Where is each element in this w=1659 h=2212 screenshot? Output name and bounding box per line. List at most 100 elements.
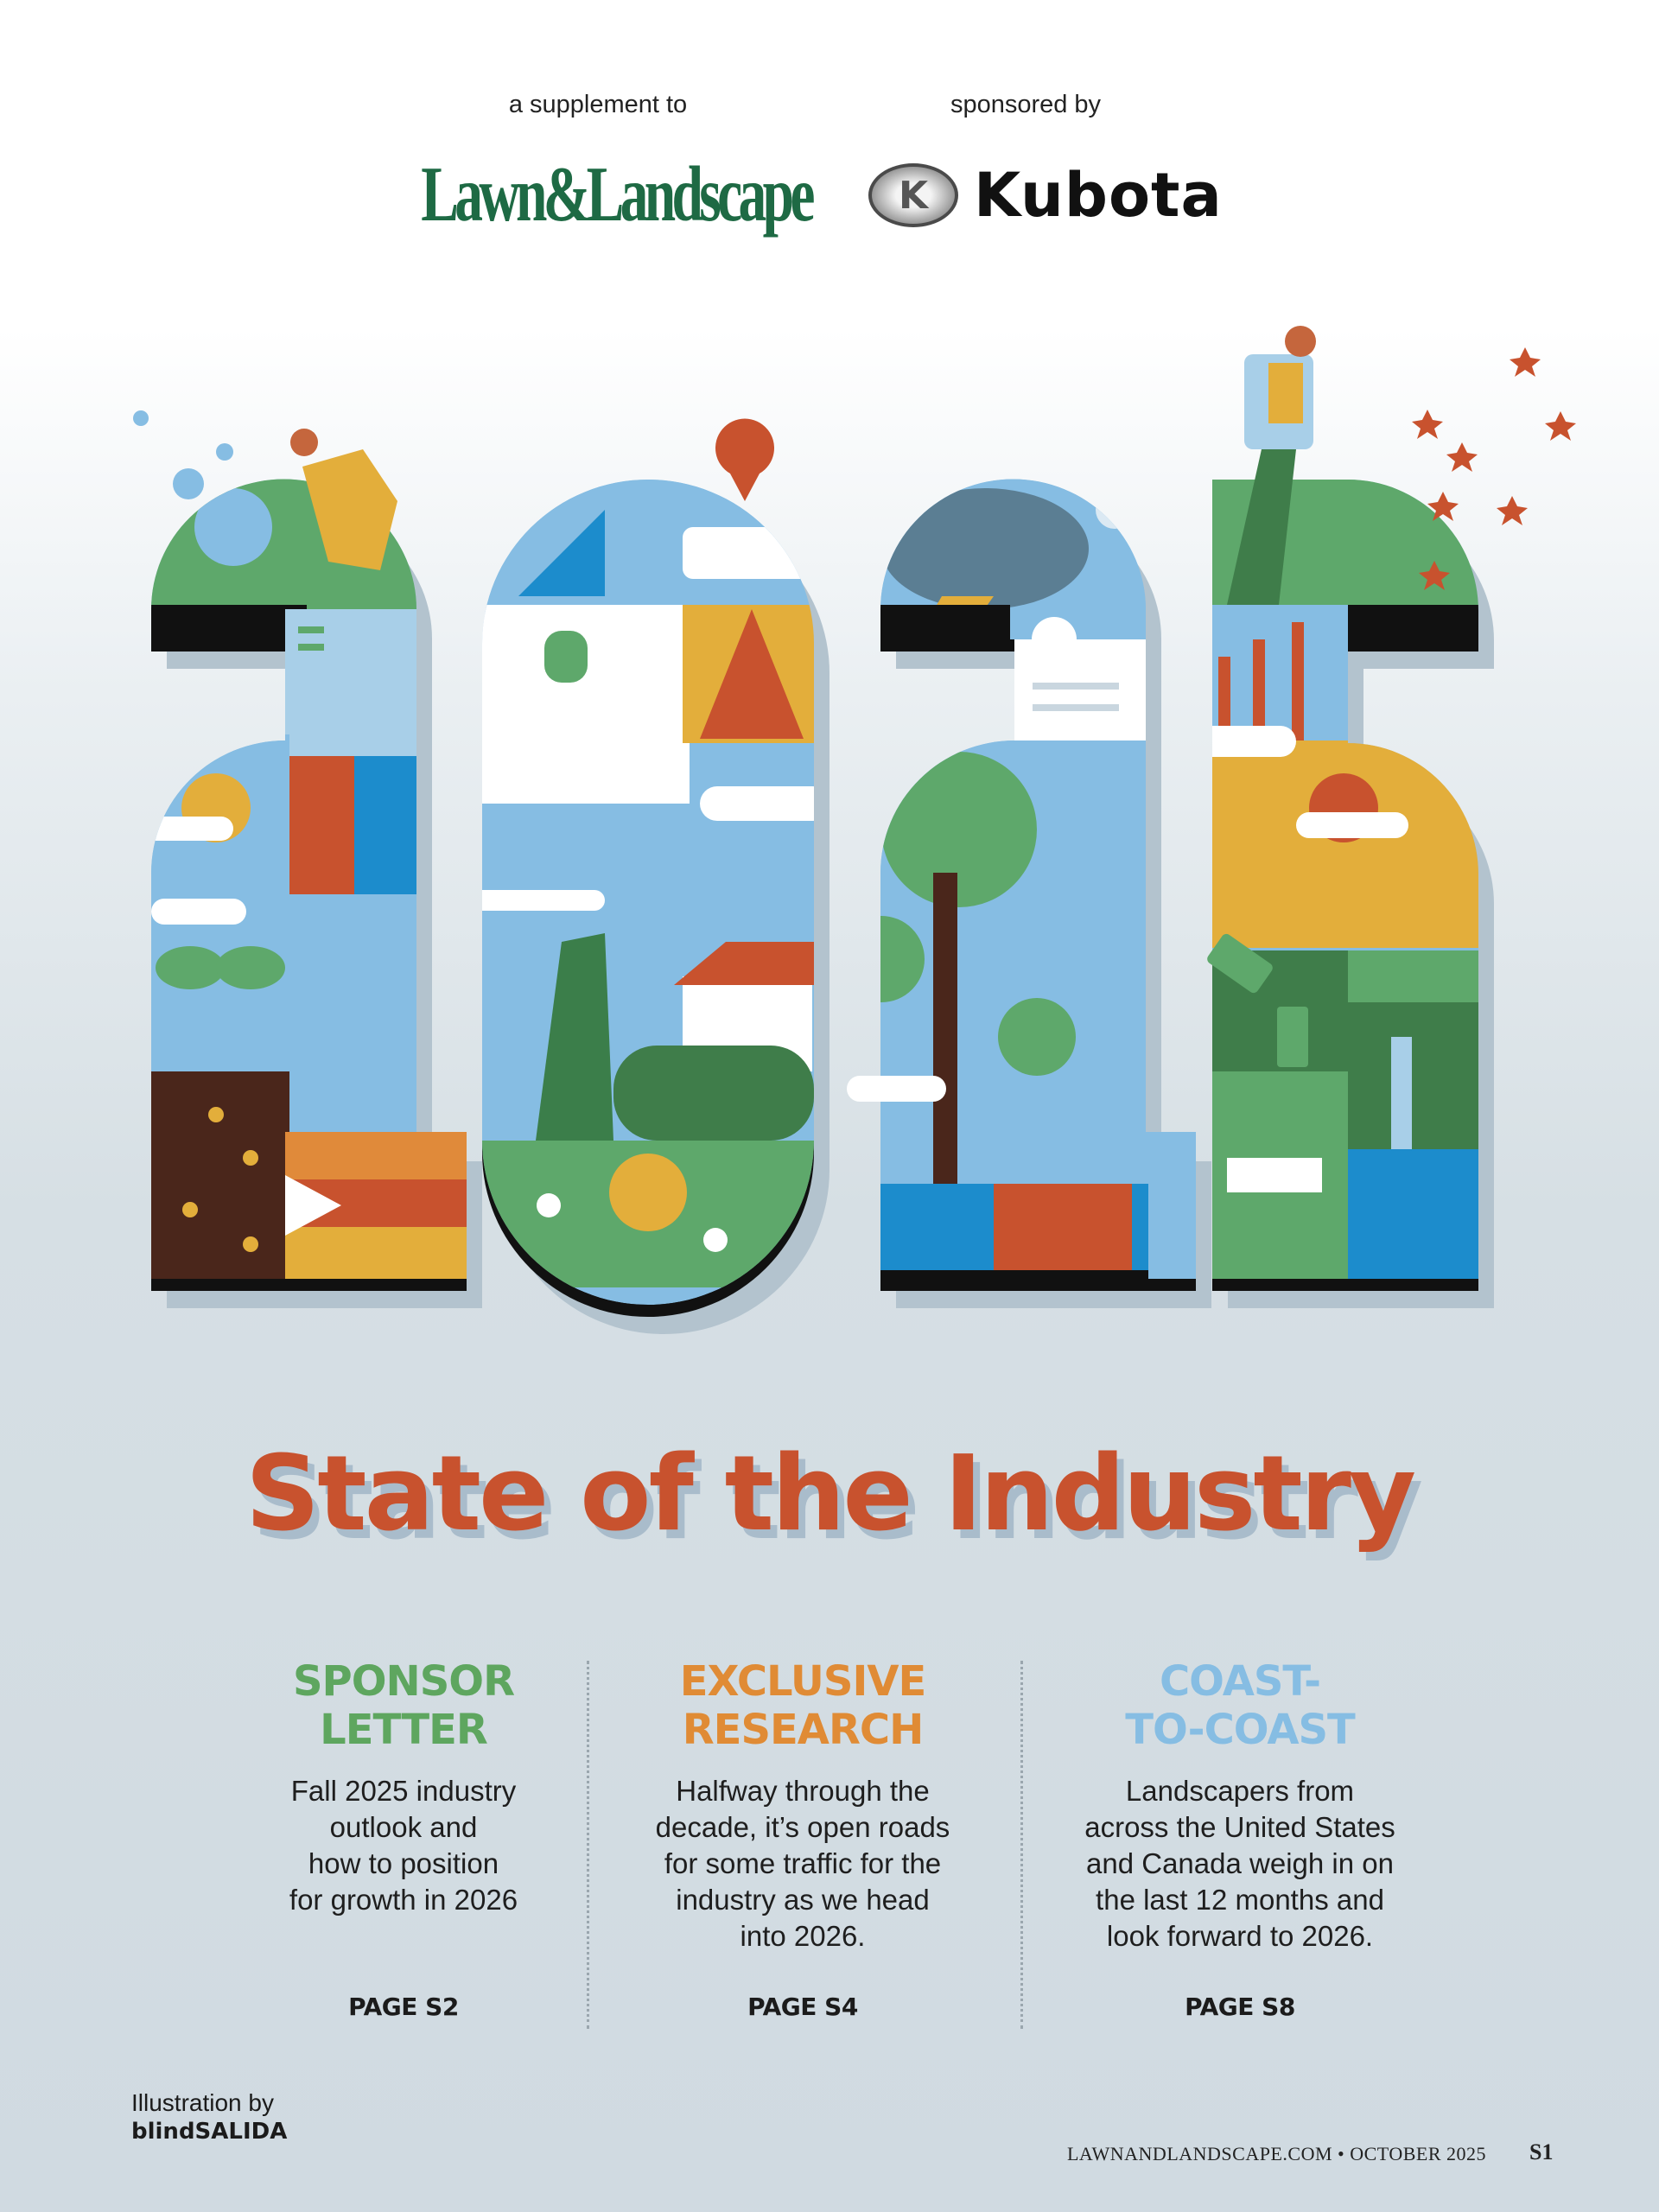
document-line [1033,704,1119,711]
feature-description: Halfway through the decade, it’s open roa… [655,1775,950,1952]
banknote [1227,1158,1322,1192]
flower [703,1228,728,1252]
tree-canopy [880,916,925,1002]
kubota-wordmark: Kubota [974,160,1223,231]
fountain-pool [1348,1149,1478,1279]
feature-page-ref[interactable]: PAGE S4 [747,1993,858,2021]
trowel-blade [285,1175,341,1236]
maple-leaf-icon [1412,410,1443,439]
ledge [880,605,1010,639]
truck [683,527,812,579]
drone [151,899,246,925]
storm-cloud [881,488,1089,609]
maple-leaf-icon [1427,492,1459,521]
tablet-line [298,644,324,651]
seed [208,1107,224,1122]
feature-description: Landscapers from across the United States… [1084,1775,1395,1952]
base-bar [880,1270,1148,1279]
feature-sponsor-letter[interactable]: SPONSOR LETTER Fall 2025 industry outlook … [205,1657,602,2021]
feature-page-ref[interactable]: PAGE S8 [1185,1993,1295,2021]
bar [1218,657,1230,743]
soil-block [151,1071,289,1279]
seed [243,1236,258,1252]
maple-leaf-icon [1419,561,1450,590]
cloud [151,817,233,841]
truck [1348,950,1478,1002]
cloud [1296,812,1408,838]
cloud [482,890,605,911]
cloud [1212,726,1296,757]
safety-vest [1268,363,1303,423]
sponsor-label: sponsored by [950,91,1102,118]
tree-canopy [881,752,1037,907]
sunrise-block [1212,741,1478,948]
hedge [613,1046,814,1141]
set-square [518,510,605,596]
folio: LAWNANDLANDSCAPE.COM • OCTOBER 2025 [1066,2143,1486,2164]
blueprint-shape [544,631,588,683]
gardener-figure [302,449,397,570]
leaf [156,946,225,989]
supplement-label: a supplement to [508,91,688,118]
maple-leaf-icon [1510,347,1541,377]
water-drop [216,443,233,461]
sprinkler [609,1154,687,1231]
red-block [285,756,354,894]
cloud [700,786,814,821]
feature-heading: COAST- TO-COAST [1125,1657,1356,1754]
document-line [1033,683,1119,690]
location-pin-icon [715,418,774,501]
maple-leaf-icon [1446,442,1478,472]
kubota-emblem-icon: K [868,163,958,227]
flying-banknote [1207,933,1273,994]
feature-heading: SPONSOR LETTER [292,1657,515,1754]
digit-0 [482,480,814,1305]
seed [182,1202,198,1217]
digit-5 [1212,480,1478,1279]
column-divider [587,1661,589,2029]
tablet-screen [285,609,423,756]
blue-block [354,756,423,894]
ledge [151,605,307,639]
column-divider [1020,1661,1023,2029]
digit-2-second [880,479,1196,1279]
credit-artist: blindSALIDA [131,2119,288,2145]
credit-label: Illustration by [131,2089,274,2116]
seed [243,1150,258,1166]
bar [1253,639,1265,743]
cloud [847,1076,946,1102]
flying-banknote [1277,1007,1308,1067]
digit-2-first [151,479,467,1279]
worker [536,933,613,1141]
ledge [1348,605,1478,639]
page-title: State of the Industry [245,1434,1416,1554]
illustration-credit: Illustration by blindSALIDA [131,2089,287,2145]
feature-description: Fall 2025 industry outlook and how to posi… [289,1775,518,1916]
feature-heading: EXCLUSIVE RESEARCH [679,1657,927,1754]
hand [994,1184,1132,1270]
water-drop [133,410,149,426]
brick-row [285,1227,467,1279]
feature-exclusive-research[interactable]: EXCLUSIVE RESEARCH Halfway through the dec… [604,1657,1001,2021]
house-roof [674,942,814,985]
worker-legs [1227,449,1296,605]
page-number: S1 [1529,2139,1554,2164]
gardener-head [290,429,318,456]
tree-trunk [933,873,957,1184]
kubota-logo: K Kubota [868,160,1223,231]
illustration-2025 [133,326,1576,1334]
fountain [1391,1037,1412,1149]
leaf [216,946,285,989]
maple-leaf-icon [1497,496,1528,525]
traffic-cone [700,609,804,739]
brick-row [285,1132,467,1179]
snowflake [1096,491,1134,529]
blueprint-doc [482,605,690,804]
feature-coast-to-coast[interactable]: COAST- TO-COAST Landscapers from across th… [1041,1657,1439,2021]
feature-page-ref[interactable]: PAGE S2 [348,1993,459,2021]
water-drop [173,468,204,499]
bar [1292,622,1304,743]
water-drop [194,488,272,566]
tablet-line [298,626,324,633]
worker-head [1285,326,1316,357]
